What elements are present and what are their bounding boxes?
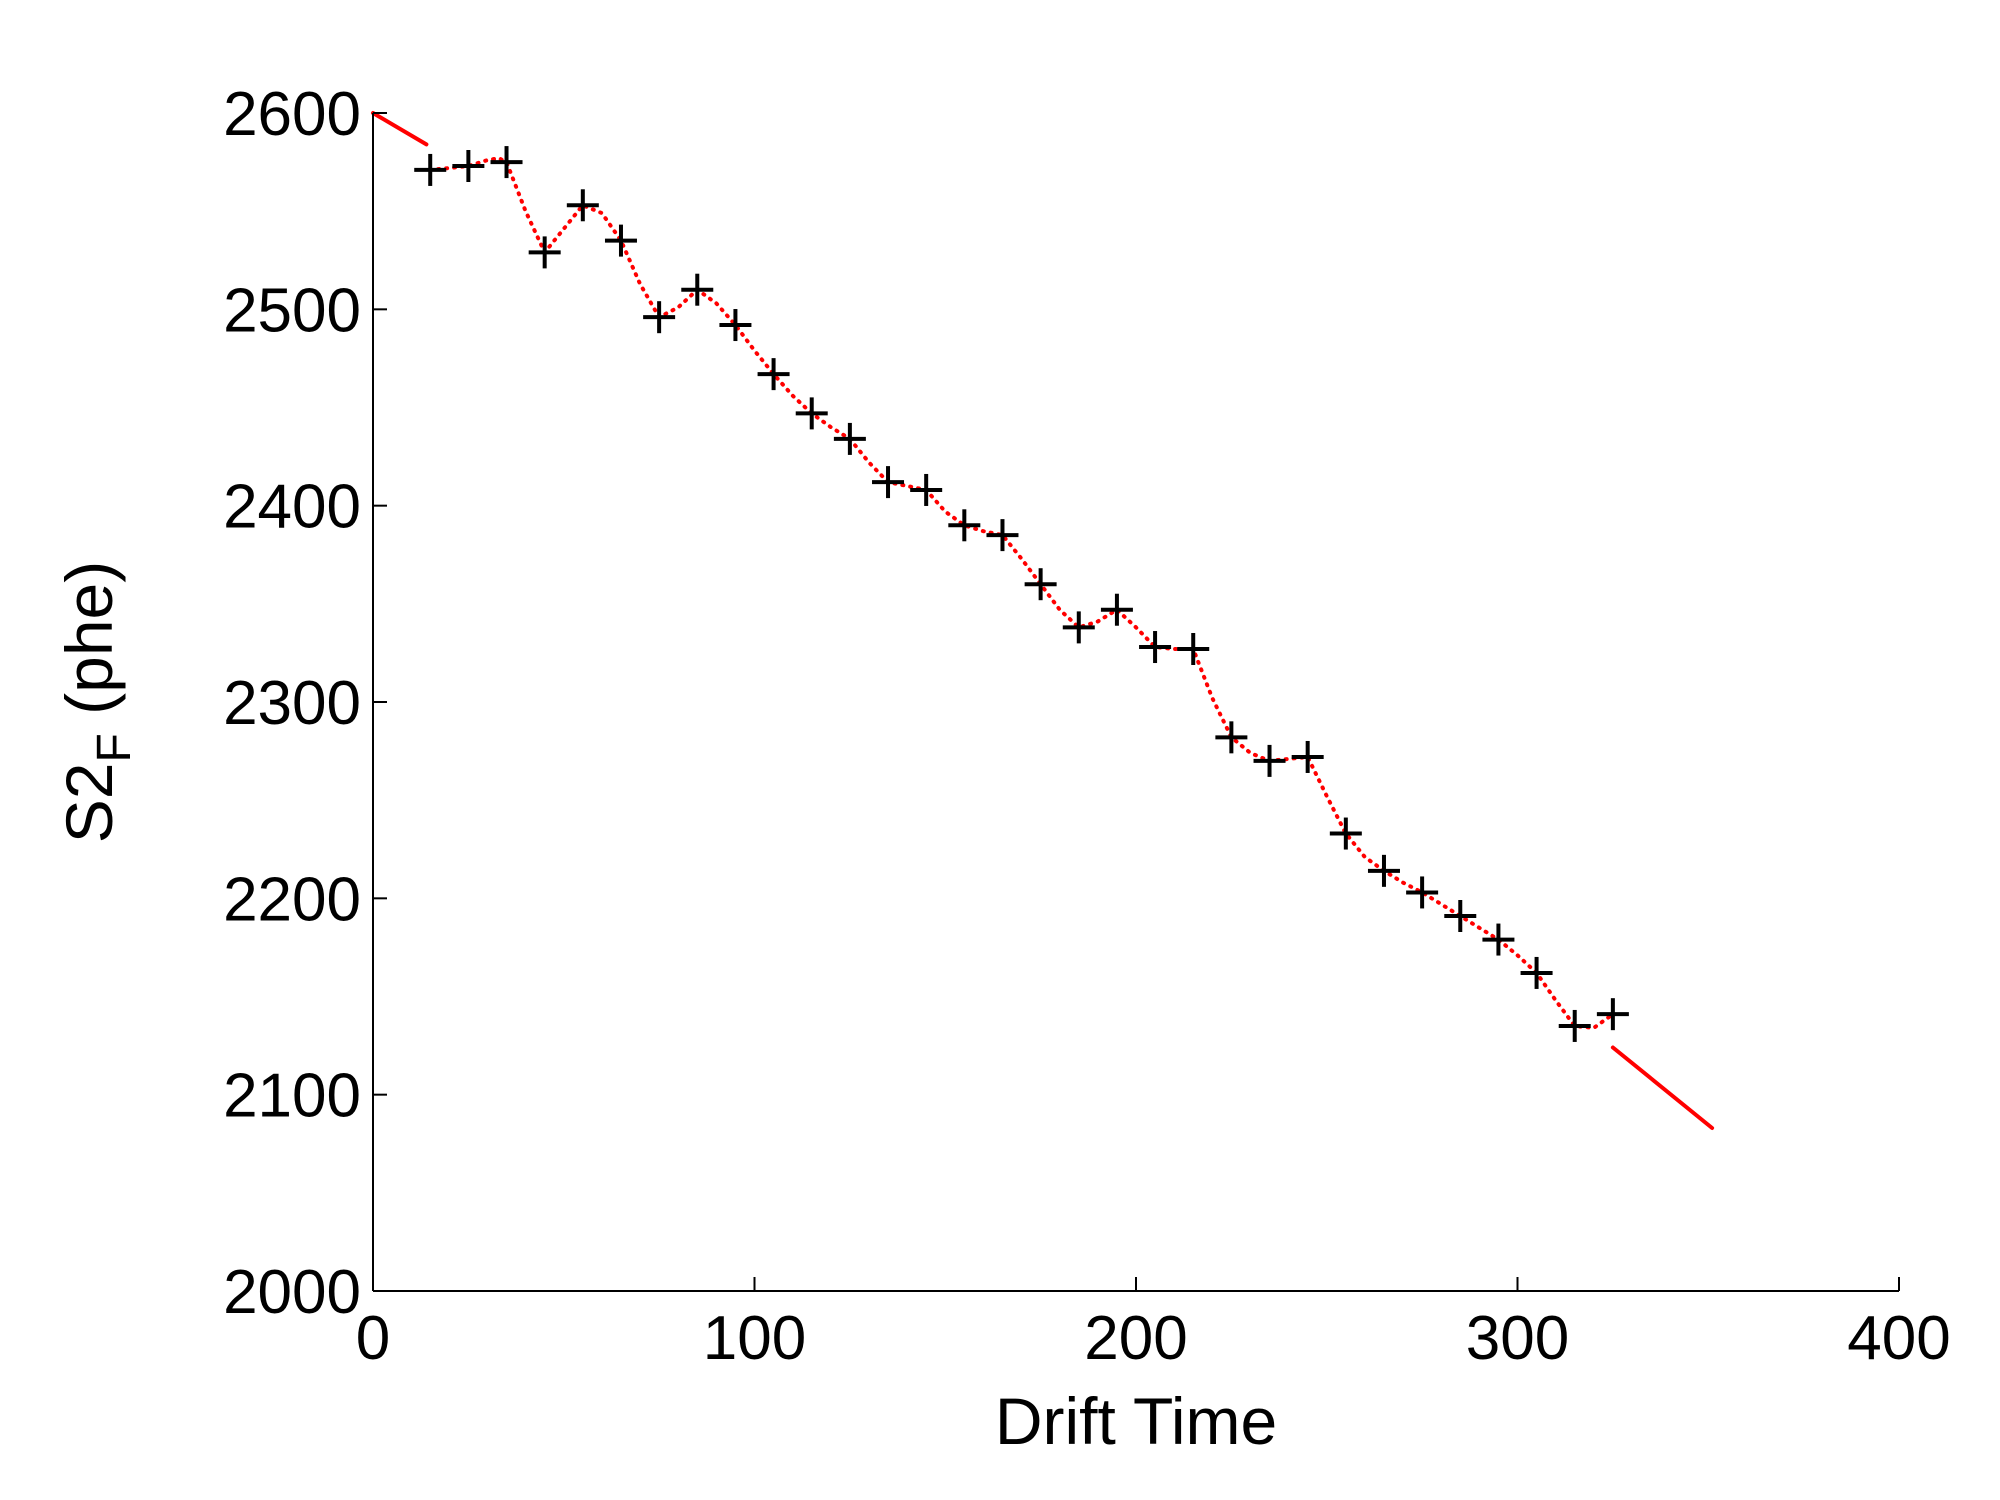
- data-point: [1291, 740, 1324, 773]
- data-point: [910, 473, 943, 506]
- data-point: [872, 466, 905, 499]
- x-axis-title: Drift Time: [995, 1384, 1277, 1458]
- data-point: [1024, 568, 1057, 601]
- data-point: [1482, 923, 1515, 956]
- data-point: [452, 150, 485, 183]
- x-tick-label: 0: [356, 1304, 390, 1373]
- y-axis-title-main: S2: [52, 763, 126, 844]
- data-point: [681, 273, 714, 306]
- fit-line-solid-2: [371, 111, 429, 147]
- data-point: [1100, 593, 1133, 626]
- data-point: [948, 509, 981, 542]
- data-point: [1444, 900, 1477, 933]
- data-point: [757, 358, 790, 391]
- data-point: [1329, 817, 1362, 850]
- data-point: [528, 236, 561, 269]
- data-point: [795, 397, 828, 430]
- data-point: [490, 146, 523, 179]
- y-tick-label: 2500: [223, 276, 361, 345]
- data-point: [1367, 854, 1400, 887]
- data-point: [1253, 744, 1286, 777]
- y-tick-label: 2100: [223, 1062, 361, 1131]
- ticks: 0 100 200 300 400 2000 2100 2200 2300 2400 2500 260…: [223, 80, 1951, 1373]
- data-point: [1520, 956, 1553, 989]
- data-point: [1215, 721, 1248, 754]
- data-point: [719, 309, 752, 342]
- y-tick-label: 2200: [223, 865, 361, 934]
- data-point: [1558, 1009, 1591, 1042]
- data-point: [1177, 632, 1210, 665]
- y-tick-label: 2300: [223, 669, 361, 738]
- y-tick-label: 2400: [223, 473, 361, 542]
- y-axis-title: S2F (phe): [52, 561, 141, 843]
- data-point: [833, 422, 866, 455]
- data-point: [1406, 876, 1439, 909]
- x-tick-label: 400: [1847, 1304, 1950, 1373]
- data-point: [414, 153, 447, 186]
- fit-curve-dotted-1: [428, 156, 1615, 1030]
- y-tick-label: 2600: [223, 80, 361, 149]
- x-tick-label: 300: [1466, 1304, 1569, 1373]
- data-point: [604, 224, 637, 257]
- y-axis-title-subscript: F: [88, 733, 141, 762]
- plot-marks: [371, 111, 1715, 1130]
- data-point: [643, 301, 676, 334]
- y-axis-title-suffix: (phe): [52, 561, 126, 733]
- data-point: [1062, 611, 1095, 644]
- data-point: [566, 189, 599, 222]
- data-point: [986, 519, 1019, 552]
- data-point: [1139, 631, 1172, 664]
- data-point: [1596, 998, 1629, 1031]
- fit-line-solid-3: [1610, 1045, 1715, 1130]
- x-tick-label: 100: [703, 1304, 806, 1373]
- x-tick-label: 200: [1084, 1304, 1187, 1373]
- y-tick-label: 2000: [223, 1258, 361, 1327]
